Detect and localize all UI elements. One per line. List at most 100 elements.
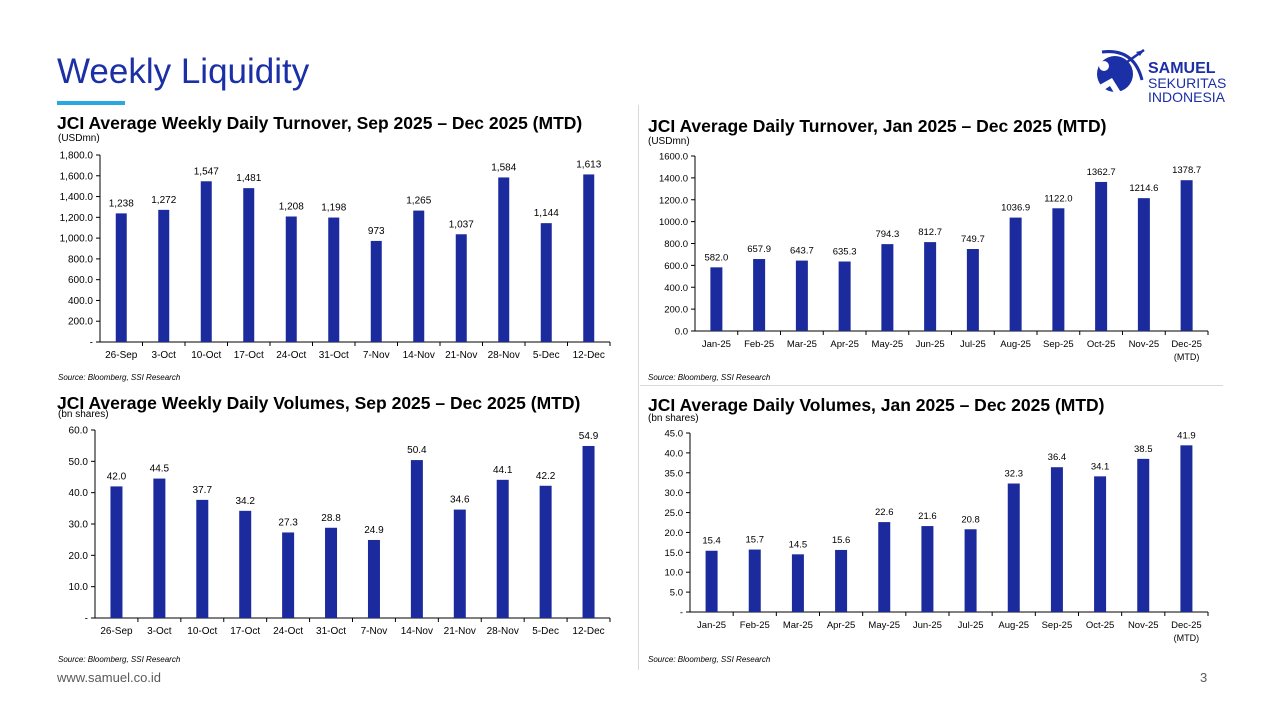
bar — [705, 550, 718, 612]
y-tick-label: 1,000.0 — [60, 234, 94, 245]
x-tick-label: 3-Oct — [147, 626, 172, 637]
chart-2-title: JCI Average Daily Turnover, Jan 2025 – D… — [648, 116, 1107, 136]
chart-2-unit: (USDmn) — [648, 136, 690, 147]
data-label: 1,198 — [321, 203, 346, 214]
y-tick-label: 200.0 — [68, 317, 93, 328]
x-tick-label: Oct-25 — [1087, 339, 1116, 350]
x-tick-label: 14-Nov — [401, 626, 433, 637]
bar — [413, 210, 425, 342]
x-tick-label: Nov-25 — [1129, 339, 1160, 350]
bar — [710, 267, 723, 331]
chart-weekly-volumes: - 10.0 20.0 30.0 40.0 50.0 60.0 42.0 26-Sep 44.5 3… — [69, 426, 611, 637]
data-label: 15.4 — [702, 536, 721, 547]
archer-logo-icon — [1094, 48, 1145, 96]
bar — [838, 261, 851, 331]
bar — [453, 509, 466, 618]
x-tick-label: Feb-25 — [744, 339, 774, 350]
x-tick-label: 28-Nov — [487, 626, 519, 637]
data-label: 1,037 — [449, 219, 474, 230]
y-tick-label: 5.0 — [670, 588, 683, 599]
data-label: 21.6 — [918, 511, 937, 522]
data-label: 1362.7 — [1087, 167, 1116, 178]
bar — [791, 554, 804, 612]
x-tick-label: 31-Oct — [316, 626, 346, 637]
y-tick-label: 45.0 — [665, 429, 684, 440]
x-tick-label: Feb-25 — [740, 620, 770, 631]
brand-line-1: SAMUEL — [1148, 60, 1216, 77]
bar — [881, 244, 894, 331]
bar — [1095, 181, 1108, 331]
x-tick-label: May-25 — [868, 620, 900, 631]
y-tick-label: 20.0 — [665, 528, 684, 539]
y-tick-label: 50.0 — [69, 457, 89, 468]
y-tick-label: - — [85, 614, 88, 625]
page-number: 3 — [1200, 670, 1208, 685]
y-tick-label: 1600.0 — [659, 152, 688, 163]
bar — [921, 526, 934, 612]
y-tick-label: 1200.0 — [659, 195, 688, 206]
bar — [1180, 180, 1193, 331]
y-tick-label: 400.0 — [68, 296, 93, 307]
x-tick-label: 7-Nov — [363, 350, 390, 361]
bar — [748, 549, 761, 612]
bar — [966, 249, 979, 331]
x-tick-label: 5-Dec — [533, 350, 560, 361]
x-tick-label: May-25 — [872, 339, 904, 350]
bar — [200, 181, 212, 342]
data-label: 42.0 — [107, 471, 127, 482]
data-label: 20.8 — [961, 514, 980, 525]
bar — [285, 216, 297, 342]
data-label: 1,272 — [151, 195, 176, 206]
data-label: 42.2 — [536, 471, 556, 482]
data-label: 34.6 — [450, 495, 470, 506]
data-label: 657.9 — [747, 244, 771, 255]
data-label: 1,265 — [406, 196, 431, 207]
data-label: 41.9 — [1177, 430, 1196, 441]
chart-4-title: JCI Average Daily Volumes, Jan 2025 – De… — [648, 395, 1105, 415]
y-tick-label: 15.0 — [665, 548, 684, 559]
y-tick-label: 1,200.0 — [60, 213, 94, 224]
bar — [1094, 476, 1107, 612]
x-tick-label: Apr-25 — [827, 620, 856, 631]
bar — [196, 499, 209, 618]
data-label: 54.9 — [579, 431, 599, 442]
bar — [582, 445, 595, 618]
y-tick-label: 200.0 — [664, 305, 688, 316]
x-tick-label: 24-Oct — [276, 350, 306, 361]
chart-monthly-turnover: 0.0 200.0 400.0 600.0 800.0 1000.0 1200.0 1400.… — [659, 152, 1209, 362]
x-tick-label: Aug-25 — [1000, 339, 1031, 350]
data-label: 1,613 — [576, 159, 601, 170]
data-label: 44.5 — [150, 464, 170, 475]
chart-2-source: Source: Bloomberg, SSI Research — [648, 373, 771, 382]
x-tick-label: Dec-25 — [1171, 620, 1202, 631]
page-title: Weekly Liquidity — [57, 52, 310, 91]
x-tick-label: 21-Nov — [444, 626, 476, 637]
x-tick-label: 5-Dec — [532, 626, 559, 637]
y-tick-label: 60.0 — [69, 426, 89, 437]
y-tick-label: 1,400.0 — [60, 192, 94, 203]
bar — [1137, 458, 1150, 612]
data-label: 36.4 — [1048, 452, 1067, 463]
vertical-divider — [638, 105, 639, 670]
x-tick-label: 17-Oct — [230, 626, 260, 637]
y-tick-label: 800.0 — [664, 239, 688, 250]
x-tick-label: Sep-25 — [1042, 620, 1073, 631]
bar — [496, 479, 509, 618]
x-tick-label: Oct-25 — [1086, 620, 1115, 631]
data-label: 27.3 — [278, 517, 298, 528]
y-tick-label: 10.0 — [665, 568, 684, 579]
data-label: 1036.9 — [1001, 203, 1030, 214]
data-label: 1378.7 — [1172, 165, 1201, 176]
bar — [583, 174, 595, 342]
horizontal-divider — [640, 385, 1223, 386]
data-label: 28.8 — [321, 513, 341, 524]
x-tick-label: Apr-25 — [830, 339, 859, 350]
data-label: 1,584 — [491, 162, 516, 173]
y-tick-label: 1000.0 — [659, 217, 688, 228]
bar — [835, 549, 848, 612]
x-tick-label: 28-Nov — [488, 350, 520, 361]
chart-1-source: Source: Bloomberg, SSI Research — [58, 373, 181, 382]
x-tick-sublabel: (MTD) — [1174, 352, 1200, 362]
x-tick-label: Jul-25 — [960, 339, 986, 350]
y-tick-label: - — [680, 608, 683, 619]
